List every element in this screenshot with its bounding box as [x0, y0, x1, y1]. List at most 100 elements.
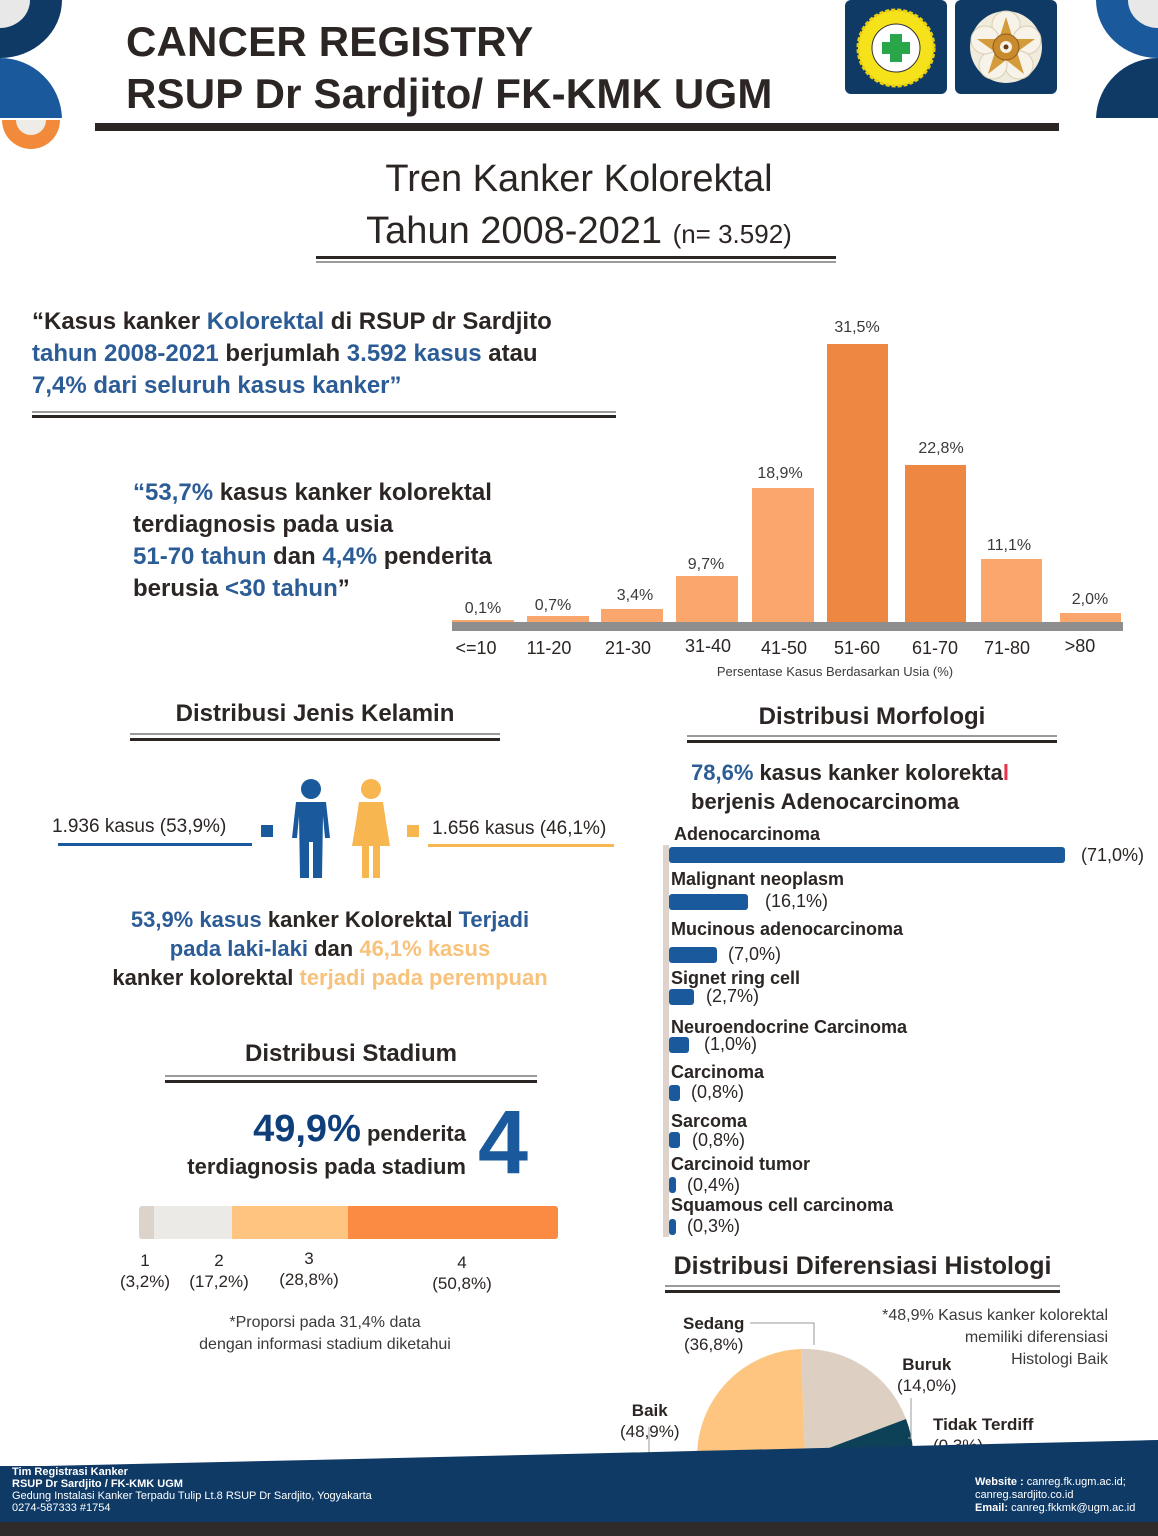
footer-bottom-bar — [0, 1522, 1158, 1536]
q1-highlight: 3.592 kasus — [346, 340, 482, 367]
logo-ugm — [955, 0, 1057, 94]
pie-label-baik: Baik (48,9%) — [620, 1400, 680, 1442]
morfologi-value: (0,4%) — [687, 1175, 741, 1195]
female-figure-icon — [352, 779, 390, 878]
green-cross-emblem-icon — [856, 8, 936, 88]
bar-value-label: 0,1% — [464, 600, 502, 617]
bar-category-label: 31-40 — [684, 636, 732, 656]
morfologi-value: (7,0%) — [728, 944, 782, 964]
morfologi-bar-mucinous — [669, 947, 717, 963]
stadium-segment-1 — [139, 1206, 154, 1239]
morfologi-label: Sarcoma — [671, 1111, 748, 1131]
q2-highlight: “53,7% — [133, 479, 214, 506]
quote1-divider — [32, 411, 616, 418]
footer-address: Gedung Instalasi Kanker Terpadu Tulip Lt… — [12, 1490, 372, 1502]
stadium-segment-3 — [232, 1206, 348, 1239]
stadium-headline: 49,9% penderita — [120, 1108, 466, 1151]
pie-label-pct: (36,8%) — [683, 1335, 744, 1354]
stadium-pct: (17,2%) — [189, 1272, 249, 1291]
morfologi-axis — [663, 845, 669, 1237]
bar-value-label: 0,7% — [534, 597, 572, 614]
morfologi-bar-signet-ring — [669, 989, 694, 1005]
stadium-section-title: Distribusi Stadium — [244, 1040, 458, 1067]
footer-website-link[interactable]: canreg.fk.ugm.ac.id; — [1023, 1476, 1126, 1488]
pie-label-name: Baik — [631, 1401, 668, 1420]
q2-highlight: 51-70 tahun — [133, 543, 267, 570]
female-count-label: 1.656 kasus (46,1%) — [432, 818, 607, 839]
subtitle-divider — [316, 256, 836, 263]
stadium-label-3: 3 (28,8%) — [271, 1248, 347, 1290]
q1-highlight: 7,4% dari seluruh kasus kanker” — [32, 372, 402, 399]
morfologi-value: (0,8%) — [692, 1130, 746, 1150]
q2-text: ” — [337, 575, 350, 602]
ugm-emblem-icon — [970, 10, 1042, 83]
male-legend-square — [261, 825, 273, 837]
q1-text: atau — [481, 340, 538, 367]
pie-label-name: Tidak Terdiff — [933, 1415, 1034, 1434]
bar-age-61-70 — [905, 465, 966, 622]
bar-value-label: 2,0% — [1071, 591, 1109, 608]
stadium-title-divider — [165, 1075, 537, 1083]
bar-value-label: 22,8% — [918, 440, 964, 457]
morfologi-value: (16,1%) — [765, 891, 829, 911]
morfologi-bar-carcinoid — [669, 1177, 676, 1193]
histologi-note: *48,9% Kasus kanker kolorektal memiliki … — [840, 1305, 1108, 1371]
bar-category-label: 21-30 — [604, 638, 652, 658]
histologi-section-title: Distribusi Diferensiasi Histologi — [673, 1252, 1052, 1280]
morfologi-bar-malignant-neoplasm — [669, 894, 748, 910]
bar-value-label: 11,1% — [986, 537, 1032, 554]
bar-value-label: 3,4% — [616, 587, 654, 604]
stadium-stacked-bar — [139, 1206, 558, 1239]
bar-category-label: 11-20 — [526, 638, 572, 658]
stadium-pct: (3,2%) — [119, 1272, 171, 1291]
q2-text: terdiagnosis pada usia — [133, 511, 394, 538]
pie-label-name: Buruk — [902, 1355, 952, 1374]
stadium-stage: 4 — [457, 1253, 467, 1272]
footer-website-link-2[interactable]: canreg.sardjito.co.id — [975, 1489, 1074, 1501]
footer-email-label: Email: — [975, 1502, 1009, 1514]
gender-summary-highlight: 53,9% kasus — [130, 907, 262, 932]
subtitle-years: Tahun 2008-2021 — [366, 210, 662, 252]
q2-text: kasus kanker kolorektal — [213, 479, 492, 506]
stadium-label-4: 4 (50,8%) — [424, 1252, 500, 1294]
quote-age-summary: “53,7% kasus kanker kolorektal terdiagno… — [133, 477, 553, 605]
quote-total-cases: “Kasus kanker Kolorektal di RSUP dr Sard… — [32, 306, 632, 402]
morfologi-label: Carcinoma — [671, 1062, 765, 1082]
q2-highlight: <30 tahun — [225, 575, 338, 602]
female-legend-square — [407, 825, 419, 837]
gender-summary-text: kanker Kolorektal — [261, 907, 459, 932]
stadium-big-number: 4 — [478, 1093, 529, 1193]
subtitle-n: (n= 3.592) — [672, 219, 792, 249]
morfologi-label: Mucinous adenocarcinoma — [671, 919, 904, 939]
footer-phone: 0274-587333 #1754 — [12, 1502, 111, 1514]
footer-team: Tim Registrasi Kanker — [12, 1466, 128, 1478]
header-divider — [95, 123, 1059, 131]
stadium-label-2: 2 (17,2%) — [183, 1250, 255, 1292]
stadium-note: *Proporsi pada 31,4% data dengan informa… — [160, 1312, 490, 1356]
stadium-stage: 1 — [140, 1251, 150, 1270]
footer: Tim Registrasi Kanker RSUP Dr Sardjito /… — [0, 1466, 1158, 1522]
footer-curve — [0, 1440, 1158, 1470]
morfologi-headline: 78,6% kasus kanker kolorektal berjenis A… — [691, 758, 1009, 816]
page-subtitle: Tren Kanker Kolorektal Tahun 2008-2021 (… — [0, 155, 1158, 258]
bar-value-label: 18,9% — [757, 465, 803, 482]
bar-age-gt80 — [1060, 613, 1121, 622]
male-figure-icon — [292, 779, 330, 878]
female-underline — [428, 844, 614, 847]
age-bar-chart: 0,1% 0,7% 3,4% 9,7% 18,9% 31,5% 22,8% 11… — [0, 0, 1158, 700]
q1-highlight: Kolorektal — [206, 308, 325, 335]
morfologi-section-title: Distribusi Morfologi — [758, 703, 986, 730]
morfologi-headline-text: kasus kanker kolorekta — [753, 760, 1003, 785]
pie-label-name: Sedang — [683, 1314, 745, 1333]
footer-email-link[interactable]: canreg.fkkmk@ugm.ac.id — [1008, 1502, 1136, 1514]
pie-label-sedang: Sedang (36,8%) — [683, 1313, 744, 1355]
morfologi-title-divider — [687, 735, 1057, 743]
bar-category-label: 51-60 — [833, 638, 881, 658]
histologi-note-line: *48,9% Kasus kanker kolorektal — [882, 1307, 1108, 1324]
stadium-headline-text-2: terdiagnosis pada stadium — [187, 1154, 466, 1179]
bar-category-label: <=10 — [455, 638, 497, 658]
morfologi-bar-sarcoma — [669, 1132, 680, 1148]
subtitle-line-2: Tahun 2008-2021 (n= 3.592) — [0, 207, 1158, 258]
bar-age-51-60 — [827, 344, 888, 622]
morfologi-value: (0,3%) — [687, 1216, 741, 1236]
